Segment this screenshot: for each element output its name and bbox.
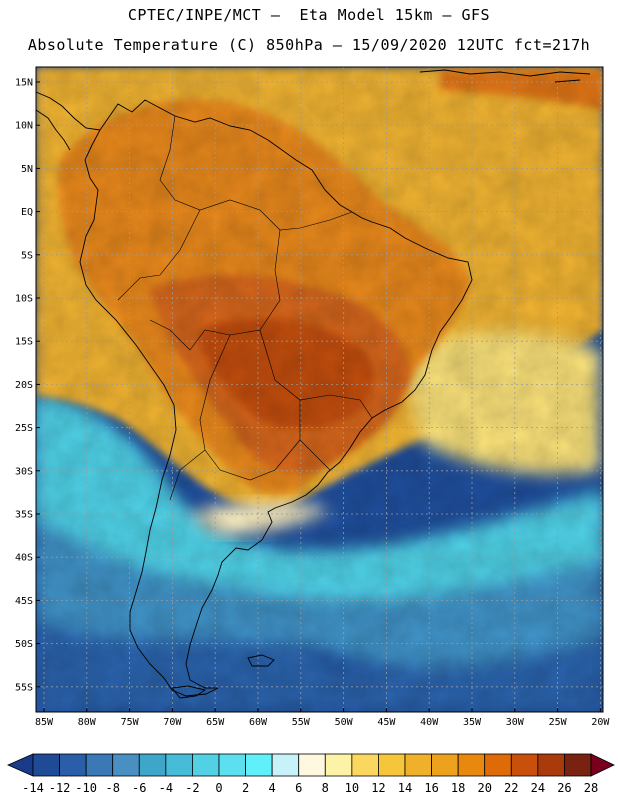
longitude-labels: 85W 80W 75W 70W 65W 60W 55W 50W 45W 40W 35W 30W 25W 2… — [35, 708, 610, 728]
lon-label: 35W — [463, 717, 482, 728]
colorbar-swatch — [112, 753, 140, 777]
colorbar-swatch — [138, 753, 167, 777]
colorbar-tick-label: -8 — [105, 781, 119, 795]
colorbar-tick-label: -4 — [159, 781, 173, 795]
colorbar: -14 -12 -10 -8 -6 -4 -2 0 2 4 6 8 10 12 14 16 18 20 22 24 26… — [7, 753, 615, 795]
lat-label: 10S — [15, 294, 33, 305]
colorbar-tick-label: 4 — [269, 781, 276, 795]
lon-label: 55W — [292, 717, 311, 728]
colorbar-swatch — [165, 753, 193, 777]
title-line-2: Absolute Temperature (C) 850hPa – 15/09/… — [27, 36, 591, 54]
lon-label: 65W — [206, 717, 225, 728]
colorbar-tick-label: 2 — [242, 781, 249, 795]
lon-label: 70W — [163, 717, 182, 728]
central-america-coastline — [36, 91, 101, 151]
lat-label: 10N — [15, 121, 33, 132]
colorbar-tick-label: 10 — [345, 781, 359, 795]
lat-label: 20S — [15, 380, 33, 391]
lon-label: 85W — [35, 717, 54, 728]
lon-label: 75W — [121, 717, 140, 728]
coastlines — [36, 69, 591, 699]
lat-label: 15S — [15, 337, 33, 348]
lat-label: 45S — [15, 596, 33, 607]
lat-label: 5S — [21, 250, 33, 261]
colorbar-tick-label: 12 — [371, 781, 385, 795]
caribbean-islands-coastline — [419, 69, 591, 83]
latitude-labels: 15N 10N 5N EQ 5S 10S 15S 20S 25S 30S 35S 40S 45S 50S 5… — [15, 78, 40, 693]
lat-label: 30S — [15, 466, 33, 477]
colorbar-swatch — [192, 753, 220, 777]
lon-label: 60W — [249, 717, 268, 728]
colorbar-tick-label: -14 — [22, 781, 44, 795]
colorbar-swatch — [378, 753, 406, 777]
colorbar-swatch — [32, 753, 60, 777]
temperature-field — [36, 67, 603, 712]
colorbar-swatch — [245, 753, 273, 777]
colorbar-swatch — [431, 753, 459, 777]
lat-label: 40S — [15, 553, 33, 564]
lat-label: 15N — [15, 78, 33, 89]
title-line-1: CPTEC/INPE/MCT – Eta Model 15km – GFS — [127, 6, 491, 24]
map-frame — [35, 66, 604, 713]
colorbar-swatch — [218, 753, 246, 777]
border-lines — [117, 115, 373, 501]
colorbar-tick-label: 26 — [557, 781, 571, 795]
lon-label: 40W — [420, 717, 439, 728]
colorbar-tick-label: 8 — [322, 781, 329, 795]
colorbar-tick-label: 6 — [295, 781, 302, 795]
colorbar-swatch — [271, 753, 300, 777]
lat-label: 55S — [15, 682, 33, 693]
colorbar-swatch — [404, 753, 432, 777]
lat-label: 50S — [15, 639, 33, 650]
field-texture — [36, 67, 603, 712]
colorbar-swatch — [484, 753, 512, 777]
colorbar-tick-label: 14 — [398, 781, 412, 795]
colorbar-over-arrow — [590, 753, 615, 777]
falklands-coastline — [247, 654, 275, 667]
colorbar-tick-label: -2 — [185, 781, 199, 795]
colorbar-swatch — [298, 753, 326, 777]
lon-label: 30W — [506, 717, 525, 728]
colorbar-under-arrow — [7, 753, 34, 777]
lon-label: 25W — [549, 717, 568, 728]
colorbar-tick-label: 18 — [451, 781, 465, 795]
lat-label: 25S — [15, 423, 33, 434]
lat-label: 35S — [15, 510, 33, 521]
lon-label: 45W — [377, 717, 396, 728]
colorbar-swatch — [537, 753, 565, 777]
lat-label: EQ — [21, 207, 33, 218]
lon-label: 20W — [591, 717, 610, 728]
colorbar-tick-label: 16 — [424, 781, 438, 795]
colorbar-swatch — [564, 753, 592, 777]
colorbar-swatch — [457, 753, 486, 777]
colorbar-swatch — [351, 753, 379, 777]
colorbar-tick-label: -6 — [132, 781, 146, 795]
south-america-coastline — [79, 99, 473, 697]
colorbar-tick-label: -12 — [49, 781, 71, 795]
colorbar-tick-label: 22 — [504, 781, 518, 795]
lon-label: 80W — [78, 717, 97, 728]
colorbar-swatch — [324, 753, 353, 777]
colorbar-tick-label: 24 — [531, 781, 545, 795]
colorbar-swatch — [510, 753, 539, 777]
colorbar-tick-label: 0 — [215, 781, 222, 795]
colorbar-tick-label: 20 — [477, 781, 491, 795]
colorbar-tick-label: 28 — [584, 781, 598, 795]
country-borders — [117, 115, 373, 501]
colorbar-swatch — [59, 753, 87, 777]
colorbar-tick-label: -10 — [75, 781, 97, 795]
lat-label: 5N — [21, 164, 33, 175]
colorbar-swatch — [85, 753, 114, 777]
tierra-del-fuego-coastline — [171, 685, 207, 699]
lon-label: 50W — [335, 717, 354, 728]
